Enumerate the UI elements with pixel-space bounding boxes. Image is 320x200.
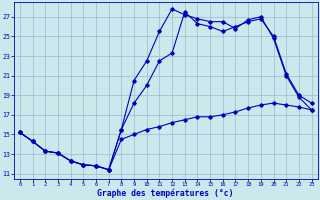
X-axis label: Graphe des températures (°c): Graphe des températures (°c) [98, 188, 234, 198]
